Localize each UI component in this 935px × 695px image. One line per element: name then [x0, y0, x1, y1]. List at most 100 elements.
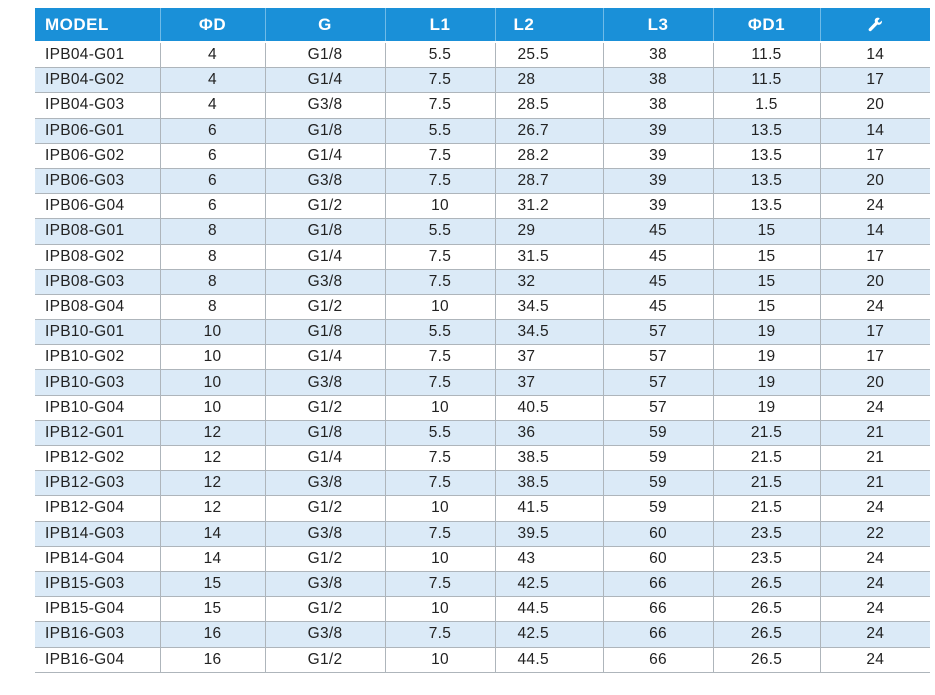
cell-g: G3/8 [265, 369, 386, 396]
table-row: IPB16-G04 16 G1/2 10 44.5 66 26.5 24 [35, 647, 930, 673]
cell-model: IPB15-G03 [35, 571, 161, 598]
table-row: IPB06-G01 6 G1/8 5.5 26.7 39 13.5 14 [35, 118, 930, 144]
cell-l1: 7.5 [385, 344, 496, 371]
cell-model: IPB10-G02 [35, 344, 161, 371]
cell-hex: 24 [820, 546, 930, 572]
cell-d: 8 [160, 218, 266, 245]
cell-d1: 15 [713, 294, 821, 321]
table-row: IPB08-G04 8 G1/2 10 34.5 45 15 24 [35, 294, 930, 321]
cell-l2: 28.2 [495, 143, 604, 169]
cell-l2: 38.5 [495, 445, 604, 472]
cell-d1: 13.5 [713, 193, 821, 220]
header-row: MODEL ΦD G L1 L2 L3 ΦD1 [35, 8, 930, 43]
table-row: IPB06-G03 6 G3/8 7.5 28.7 39 13.5 20 [35, 168, 930, 195]
cell-d1: 11.5 [713, 67, 821, 94]
table-body: IPB04-G01 4 G1/8 5.5 25.5 38 11.5 14 IPB04-G02 4 G… [35, 42, 930, 673]
cell-g: G1/4 [265, 344, 386, 371]
cell-d1: 19 [713, 319, 821, 346]
cell-d: 10 [160, 319, 266, 346]
cell-l1: 7.5 [385, 571, 496, 598]
cell-l1: 5.5 [385, 319, 496, 346]
cell-d: 16 [160, 621, 266, 648]
column-header-l2: L2 [495, 8, 604, 43]
cell-d1: 13.5 [713, 168, 821, 195]
cell-d: 12 [160, 420, 266, 447]
cell-l1: 5.5 [385, 218, 496, 245]
dimension-table: MODEL ΦD G L1 L2 L3 ΦD1 IPB04-G01 4 G1/8 5.… [35, 8, 930, 673]
cell-l1: 7.5 [385, 445, 496, 472]
cell-d1: 13.5 [713, 118, 821, 144]
cell-d1: 19 [713, 395, 821, 421]
cell-d: 16 [160, 647, 266, 673]
cell-hex: 17 [820, 344, 930, 371]
cell-hex: 20 [820, 168, 930, 195]
cell-g: G1/4 [265, 67, 386, 94]
cell-g: G1/8 [265, 218, 386, 245]
cell-d1: 26.5 [713, 596, 821, 623]
cell-model: IPB10-G01 [35, 319, 161, 346]
cell-d: 4 [160, 42, 266, 69]
cell-model: IPB06-G01 [35, 118, 161, 144]
cell-l3: 57 [603, 344, 714, 371]
column-header-l3: L3 [603, 8, 714, 43]
cell-l1: 10 [385, 294, 496, 321]
cell-model: IPB16-G03 [35, 621, 161, 648]
cell-model: IPB12-G04 [35, 495, 161, 522]
cell-g: G3/8 [265, 269, 386, 295]
cell-l2: 43 [495, 546, 604, 572]
table-row: IPB04-G03 4 G3/8 7.5 28.5 38 1.5 20 [35, 92, 930, 119]
cell-model: IPB15-G04 [35, 596, 161, 623]
cell-g: G1/4 [265, 445, 386, 472]
cell-l1: 5.5 [385, 42, 496, 69]
cell-d: 6 [160, 168, 266, 195]
cell-l2: 41.5 [495, 495, 604, 522]
cell-d1: 21.5 [713, 495, 821, 522]
cell-l1: 10 [385, 495, 496, 522]
cell-d: 6 [160, 118, 266, 144]
table-row: IPB04-G02 4 G1/4 7.5 28 38 11.5 17 [35, 67, 930, 94]
table-row: IPB12-G01 12 G1/8 5.5 36 59 21.5 21 [35, 420, 930, 447]
cell-l3: 57 [603, 369, 714, 396]
cell-g: G1/4 [265, 244, 386, 270]
cell-l1: 10 [385, 193, 496, 220]
cell-l3: 38 [603, 42, 714, 69]
table-row: IPB08-G01 8 G1/8 5.5 29 45 15 14 [35, 218, 930, 245]
cell-g: G1/8 [265, 420, 386, 447]
cell-model: IPB06-G04 [35, 193, 161, 220]
cell-l1: 7.5 [385, 621, 496, 648]
cell-l2: 25.5 [495, 42, 604, 69]
cell-d1: 15 [713, 269, 821, 295]
column-header-g: G [265, 8, 386, 43]
cell-l2: 34.5 [495, 319, 604, 346]
cell-hex: 21 [820, 420, 930, 447]
cell-d: 15 [160, 571, 266, 598]
table-row: IPB04-G01 4 G1/8 5.5 25.5 38 11.5 14 [35, 42, 930, 69]
cell-d: 12 [160, 495, 266, 522]
cell-l1: 7.5 [385, 269, 496, 295]
cell-hex: 17 [820, 319, 930, 346]
cell-l2: 44.5 [495, 596, 604, 623]
cell-d1: 26.5 [713, 647, 821, 673]
cell-l1: 5.5 [385, 420, 496, 447]
cell-model: IPB08-G04 [35, 294, 161, 321]
cell-l1: 10 [385, 395, 496, 421]
cell-hex: 17 [820, 143, 930, 169]
cell-g: G1/2 [265, 294, 386, 321]
cell-model: IPB06-G03 [35, 168, 161, 195]
cell-hex: 21 [820, 445, 930, 472]
table-row: IPB10-G04 10 G1/2 10 40.5 57 19 24 [35, 395, 930, 421]
cell-d: 6 [160, 143, 266, 169]
cell-g: G1/2 [265, 395, 386, 421]
cell-hex: 20 [820, 92, 930, 119]
cell-g: G1/2 [265, 596, 386, 623]
cell-hex: 24 [820, 395, 930, 421]
cell-l2: 32 [495, 269, 604, 295]
cell-hex: 21 [820, 470, 930, 497]
cell-l3: 45 [603, 218, 714, 245]
cell-d1: 19 [713, 369, 821, 396]
cell-l1: 7.5 [385, 92, 496, 119]
cell-d1: 15 [713, 218, 821, 245]
cell-model: IPB04-G02 [35, 67, 161, 94]
cell-d1: 21.5 [713, 445, 821, 472]
table-row: IPB14-G04 14 G1/2 10 43 60 23.5 24 [35, 546, 930, 572]
